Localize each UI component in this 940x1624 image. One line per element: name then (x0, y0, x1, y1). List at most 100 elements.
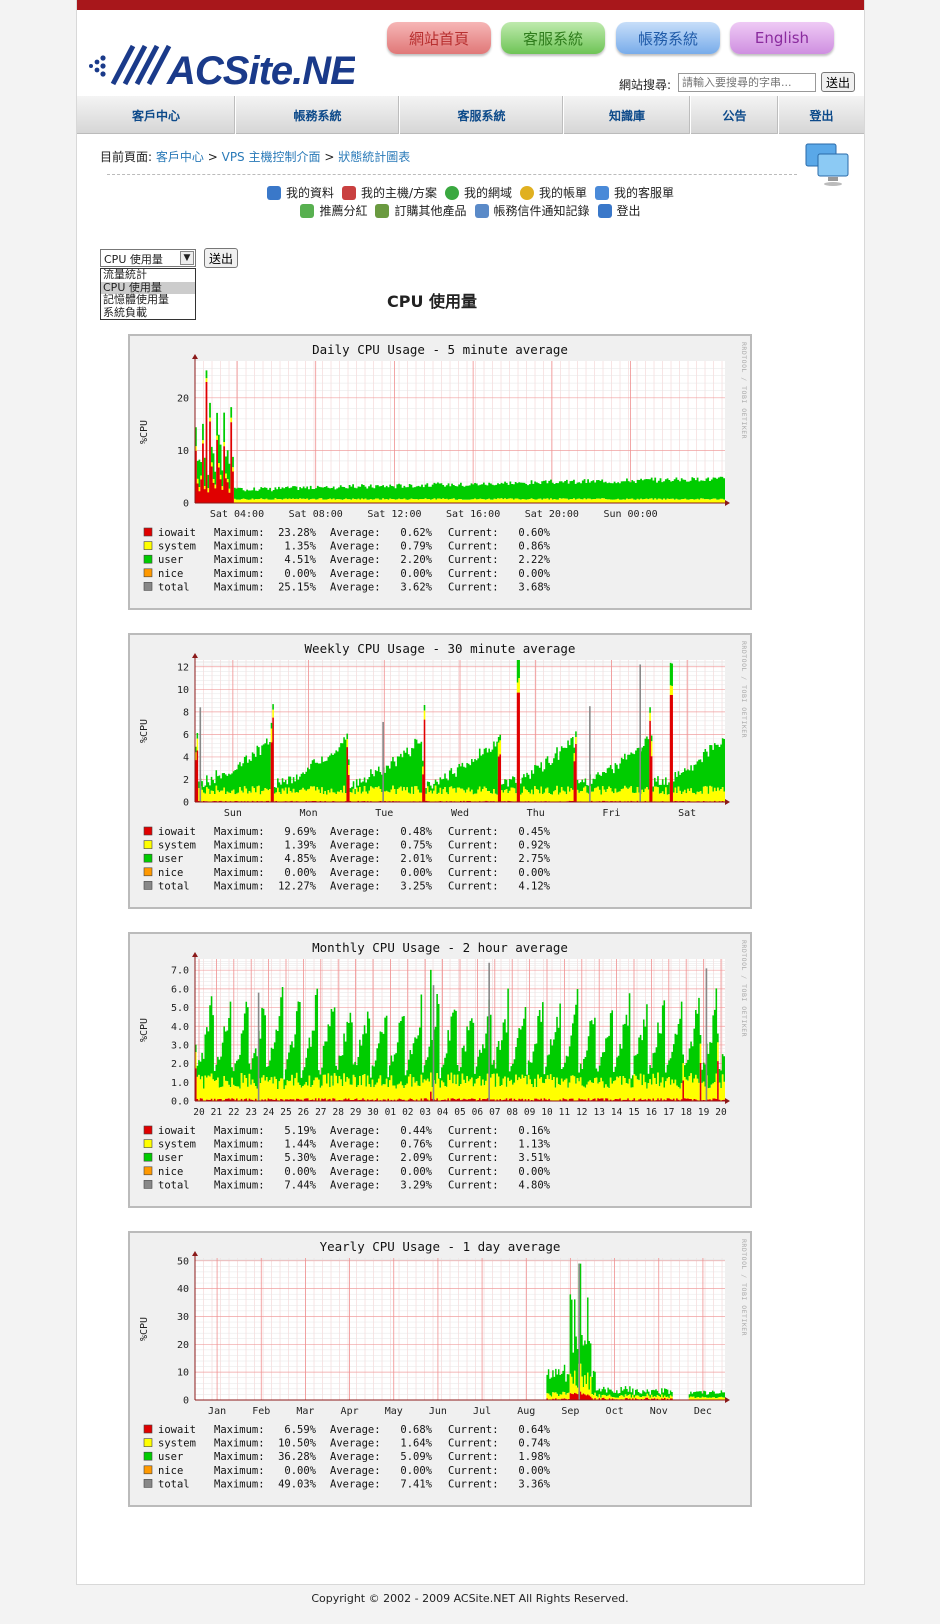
legend-swatch-total (143, 1180, 153, 1189)
pill-home[interactable]: 網站首頁 (387, 22, 491, 54)
search-submit-button[interactable]: 送出 (821, 72, 855, 92)
y-tick-label: 0 (183, 798, 189, 809)
legend-avg-value: 1.64% (400, 1438, 432, 1450)
legend-cur-value: 4.12% (518, 880, 550, 892)
legend-avg-value: 0.00% (400, 1166, 432, 1178)
x-tick-label: 03 (419, 1107, 430, 1118)
quicklink-invoices[interactable]: 我的帳單 (520, 184, 587, 201)
legend-cur-label: Current: (448, 554, 499, 566)
graph-submit-button[interactable]: 送出 (204, 248, 238, 268)
chart-title: Yearly CPU Usage - 1 day average (320, 1239, 561, 1254)
x-tick-label: Wed (451, 808, 469, 819)
rrdtool-watermark: RRDTOOL / TOBI OETIKER (740, 940, 748, 1037)
legend-cur-label: Current: (448, 1152, 499, 1164)
quicklink-profile[interactable]: 我的資料 (266, 184, 334, 201)
quicklink-domains[interactable]: 我的網域 (445, 184, 512, 201)
legend-max-value: 23.28% (278, 527, 317, 539)
x-tick-label: Dec (694, 1406, 712, 1417)
legend-max-label: Maximum: (214, 541, 265, 553)
pill-english[interactable]: English (730, 22, 834, 54)
breadcrumb-customer-center[interactable]: 客戶中心 (155, 150, 204, 164)
coins-icon (520, 185, 535, 200)
legend-max-label: Maximum: (214, 1125, 265, 1137)
quicklinks-row-2: 推薦分紅 訂購其他產品 帳務信件通知記錄 登出 (77, 202, 864, 219)
x-tick-label: Thu (527, 808, 545, 819)
option-memory[interactable]: 記憶體使用量 (103, 293, 169, 306)
yearly-cpu-chart: 0 10 20 30 40 50 Jan Feb Mar Apr May Jun Jul Aug Sep Oc… (128, 1231, 752, 1507)
legend-max-value: 9.69% (284, 826, 316, 838)
y-tick-label: 10 (177, 446, 189, 457)
legend-max-label: Maximum: (214, 1451, 265, 1463)
x-tick-label: Jan (208, 1406, 226, 1417)
nav-announcements[interactable]: 公告 (691, 96, 779, 134)
quicklink-referral[interactable]: 推薦分紅 (300, 202, 367, 219)
legend-max-label: Maximum: (214, 554, 265, 566)
legend-swatch-total (143, 582, 153, 591)
legend-cur-value: 2.75% (518, 853, 550, 865)
legend-swatch-nice (143, 1465, 153, 1475)
y-axis-arrow (192, 653, 198, 658)
acsite-logo[interactable]: ACSite.NET (85, 36, 385, 93)
option-traffic[interactable]: 流量統計 (103, 268, 147, 281)
quicklink-hosting[interactable]: 我的主機/方案 (341, 184, 437, 201)
nav-support[interactable]: 客服系統 (400, 96, 564, 134)
legend-cur-label: Current: (448, 1451, 499, 1463)
x-tick-label: Aug (517, 1406, 535, 1417)
x-tick-label: Jun (429, 1406, 447, 1417)
series-iowait-area (195, 1391, 725, 1400)
search-input[interactable] (678, 73, 816, 92)
legend-cur-value: 0.74% (518, 1438, 550, 1450)
breadcrumb-vps-panel[interactable]: VPS 主機控制介面 (221, 150, 321, 164)
legend-cur-value: 3.36% (518, 1478, 550, 1490)
legend-max-label: Maximum: (214, 880, 265, 892)
plot-area (195, 1258, 725, 1400)
x-tick-label: 20 (193, 1107, 205, 1118)
legend-swatch-system (143, 541, 153, 550)
legend-avg-label: Average: (330, 826, 381, 838)
legend-cur-label: Current: (448, 568, 499, 580)
ticket-icon (595, 185, 610, 200)
legend-cur-value: 0.16% (518, 1125, 550, 1137)
quicklink-tickets[interactable]: 我的客服單 (595, 184, 674, 201)
graph-type-select[interactable]: CPU 使用量 ▼ (100, 249, 196, 267)
nav-customer-center[interactable]: 客戶中心 (77, 96, 236, 134)
quicklink-order[interactable]: 訂購其他產品 (375, 202, 467, 219)
nav-logout[interactable]: 登出 (809, 108, 834, 123)
option-cpu[interactable]: CPU 使用量 (101, 281, 195, 294)
quicklink-email-log[interactable]: 帳務信件通知記錄 (474, 202, 590, 219)
pill-billing[interactable]: 帳務系統 (616, 22, 720, 54)
x-tick-label: Apr (341, 1406, 359, 1417)
legend-cur-label: Current: (448, 541, 499, 553)
x-tick-label: Feb (252, 1406, 270, 1417)
legend-swatch-total (143, 881, 153, 890)
legend-max-label: Maximum: (214, 840, 265, 852)
pill-support[interactable]: 客服系統 (501, 22, 605, 54)
x-tick-label: 30 (367, 1107, 379, 1118)
chevron-down-icon[interactable]: ▼ (180, 251, 194, 265)
legend-cur-value: 3.68% (518, 581, 550, 593)
legend-name: nice (158, 867, 183, 879)
nav-billing[interactable]: 帳務系統 (236, 96, 400, 134)
legend-cur-value: 0.92% (518, 840, 550, 852)
legend-cur-value: 0.86% (518, 541, 550, 553)
legend-name: system (158, 840, 196, 852)
option-load[interactable]: 系統負載 (103, 305, 147, 319)
x-tick-label: Jul (473, 1406, 491, 1417)
y-tick-label: 8 (183, 707, 189, 718)
money-icon (300, 203, 315, 218)
legend-name: total (158, 880, 190, 892)
svg-text:ACSite.NET: ACSite.NET (166, 49, 355, 92)
legend-cur-label: Current: (448, 1166, 499, 1178)
y-axis-arrow (192, 952, 198, 957)
x-tick-label: 21 (211, 1107, 223, 1118)
breadcrumb-stats-charts[interactable]: 狀態統計圖表 (338, 150, 411, 164)
legend-cur-label: Current: (448, 826, 499, 838)
quicklink-logout[interactable]: 登出 (597, 202, 641, 219)
nav-knowledge-base[interactable]: 知識庫 (564, 96, 691, 134)
legend-name: total (158, 1179, 190, 1191)
user-icon (597, 203, 612, 218)
legend-swatch-iowait (143, 826, 153, 836)
legend-name: nice (158, 1166, 183, 1178)
quicklinks-row-1: 我的資料 我的主機/方案 我的網域 我的帳單 我的客服單 (77, 184, 864, 201)
legend-max-value: 36.28% (278, 1451, 317, 1463)
